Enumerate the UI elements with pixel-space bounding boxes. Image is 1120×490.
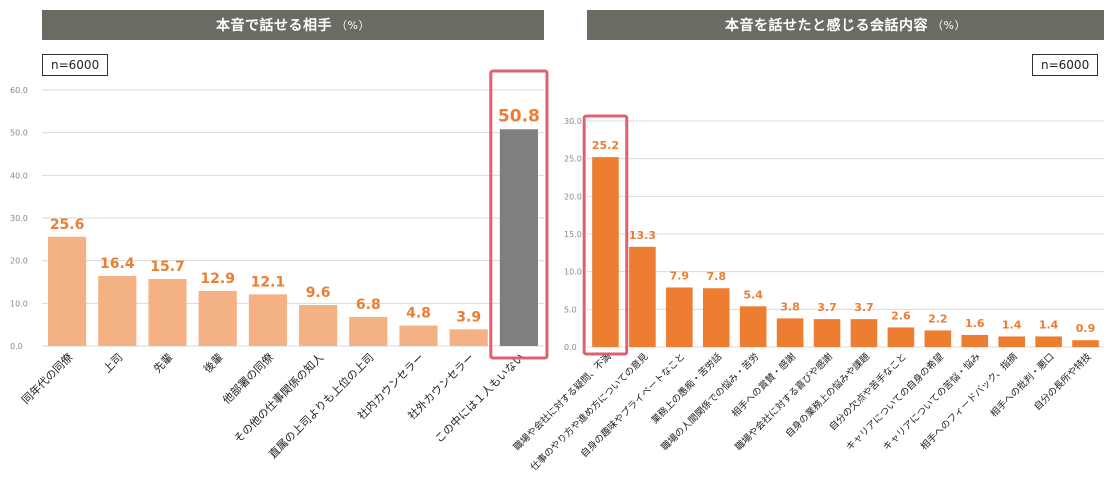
category-label: 業務上の愚痴・苦労話 bbox=[649, 350, 725, 426]
bar bbox=[924, 330, 952, 347]
bar bbox=[961, 334, 989, 347]
bar bbox=[1072, 340, 1099, 347]
data-label: 7.9 bbox=[670, 269, 690, 282]
y-tick-label: 50.0 bbox=[10, 129, 28, 138]
category-label: 先輩 bbox=[150, 350, 175, 375]
category-label: 後輩 bbox=[200, 350, 225, 375]
highlight-frame bbox=[582, 114, 629, 356]
right-chart-title: 本音を話せたと感じる会話内容 bbox=[725, 18, 929, 34]
left-bar-chart: 0.0 10.0 20.0 30.0 40.0 50.0 60.0 25.6 同年代の同僚 16.… bbox=[10, 69, 549, 461]
y-tick-label: 60.0 bbox=[10, 86, 28, 95]
data-label: 16.4 bbox=[100, 256, 135, 272]
data-label: 1.6 bbox=[965, 317, 985, 330]
y-tick-label: 20.0 bbox=[10, 257, 28, 266]
right-sample-size: n=6000 bbox=[1032, 54, 1099, 76]
y-tick-label: 40.0 bbox=[10, 171, 28, 180]
y-tick-label: 20.0 bbox=[564, 192, 582, 201]
category-label: 相手への賞賛・感謝 bbox=[729, 350, 798, 419]
bar bbox=[702, 288, 730, 347]
category-label: 他部署の同僚 bbox=[219, 350, 276, 407]
data-label: 15.7 bbox=[150, 259, 185, 275]
data-label: 0.9 bbox=[1076, 322, 1096, 335]
highlight-frame bbox=[489, 69, 549, 360]
bar bbox=[48, 236, 87, 346]
y-tick-label: 15.0 bbox=[564, 230, 582, 239]
data-label: 3.8 bbox=[780, 300, 800, 313]
left-chart-title: 本音で話せる相手 bbox=[216, 18, 333, 34]
data-label: 25.2 bbox=[592, 139, 619, 152]
bar bbox=[499, 129, 538, 346]
data-label: 3.7 bbox=[854, 301, 874, 314]
bar bbox=[739, 306, 767, 347]
bar bbox=[98, 276, 137, 346]
y-tick-label: 30.0 bbox=[564, 117, 582, 126]
bar bbox=[1035, 336, 1062, 347]
category-label: この中には１人もいない bbox=[432, 351, 527, 446]
category-label: 直属の上司よりも上位の上司 bbox=[266, 350, 377, 461]
left-chart-title-banner: 本音で話せる相手 （%） bbox=[42, 10, 544, 40]
data-label: 12.1 bbox=[251, 274, 286, 290]
data-label: 1.4 bbox=[1039, 318, 1059, 331]
data-label: 3.7 bbox=[817, 301, 837, 314]
bar bbox=[198, 290, 237, 346]
data-label: 1.4 bbox=[1002, 318, 1022, 331]
left-chart-panel: 本音で話せる相手 （%） n=6000 0.0 10.0 20.0 30.0 40.0 50… bbox=[10, 10, 549, 461]
data-label: 9.6 bbox=[306, 285, 331, 301]
data-label: 4.8 bbox=[406, 306, 431, 322]
data-label: 2.6 bbox=[891, 309, 911, 322]
bar bbox=[449, 329, 488, 346]
category-label: 上司 bbox=[101, 351, 126, 376]
right-chart-title-banner: 本音を話せたと感じる会話内容 （%） bbox=[587, 10, 1104, 40]
category-label: その他の仕事関係の知人 bbox=[231, 350, 326, 445]
bar bbox=[592, 157, 619, 347]
data-label: 6.8 bbox=[356, 297, 381, 313]
bar bbox=[399, 325, 438, 346]
data-label: 5.4 bbox=[743, 288, 763, 301]
data-label: 50.8 bbox=[498, 106, 540, 126]
left-sample-size: n=6000 bbox=[42, 54, 109, 76]
category-label: 同年代の同僚 bbox=[19, 350, 76, 407]
bar bbox=[850, 319, 878, 347]
data-label: 12.9 bbox=[200, 271, 235, 287]
bar bbox=[813, 319, 841, 347]
right-chart-panel: 本音を話せたと感じる会話内容 （%） n=6000 0.0 5.0 10.0 15.0 2… bbox=[511, 0, 1120, 490]
y-tick-label: 30.0 bbox=[10, 214, 28, 223]
bar bbox=[349, 316, 388, 346]
y-tick-label: 25.0 bbox=[564, 155, 582, 164]
bar bbox=[148, 279, 187, 346]
y-tick-label: 0.0 bbox=[10, 342, 23, 351]
left-chart-unit: （%） bbox=[336, 19, 370, 32]
data-label: 25.6 bbox=[50, 217, 85, 233]
data-label: 13.3 bbox=[629, 229, 656, 242]
bar bbox=[248, 294, 287, 346]
y-tick-label: 10.0 bbox=[10, 299, 28, 308]
bar bbox=[998, 336, 1025, 347]
bar bbox=[629, 246, 656, 347]
bar bbox=[887, 327, 915, 347]
y-tick-label: 10.0 bbox=[564, 268, 582, 277]
y-tick-label: 5.0 bbox=[564, 305, 577, 314]
bar bbox=[299, 305, 338, 346]
bar bbox=[776, 318, 804, 347]
data-label: 3.9 bbox=[456, 309, 481, 325]
data-label: 7.8 bbox=[707, 270, 727, 283]
category-label: 相手への批判・悪口 bbox=[988, 351, 1057, 420]
right-chart-unit: （%） bbox=[932, 19, 966, 32]
bar bbox=[666, 287, 693, 347]
data-label: 2.2 bbox=[928, 312, 948, 325]
right-bar-chart: 0.05.010.015.020.025.030.025.2職場や会社に対する疑… bbox=[511, 114, 1104, 473]
y-tick-label: 0.0 bbox=[564, 343, 577, 352]
